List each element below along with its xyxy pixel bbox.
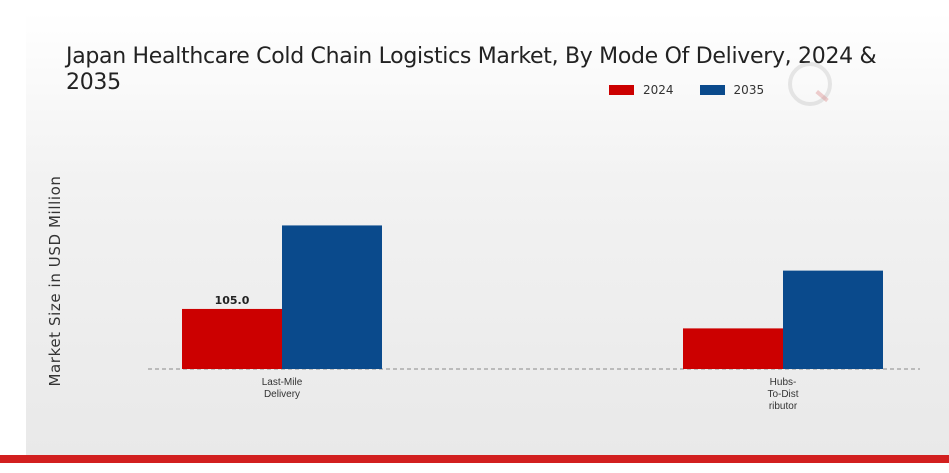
chart-legend: 2024 2035	[609, 83, 790, 97]
bar-2024-category-2	[683, 328, 783, 369]
data-label: 105.0	[215, 294, 250, 307]
bar-2024-category-1	[182, 308, 282, 369]
x-tick-label-1: Last-Mile Delivery	[262, 377, 303, 400]
legend-swatch-2035	[699, 85, 725, 95]
legend-item-2035: 2035	[699, 83, 765, 97]
bar-2035-category-1	[282, 225, 382, 369]
legend-label-2035: 2035	[733, 83, 765, 97]
x-tick-label-2: Hubs-To-Dist ributor	[767, 377, 798, 412]
watermark-logo	[788, 62, 832, 106]
bottom-accent-bar	[0, 455, 949, 463]
chart-title: Japan Healthcare Cold Chain Logistics Ma…	[66, 44, 877, 95]
legend-label-2024: 2024	[643, 83, 674, 97]
legend-swatch-2024	[609, 85, 634, 95]
legend-item-2024: 2024	[609, 83, 674, 97]
bar-2035-category-2	[783, 270, 883, 369]
